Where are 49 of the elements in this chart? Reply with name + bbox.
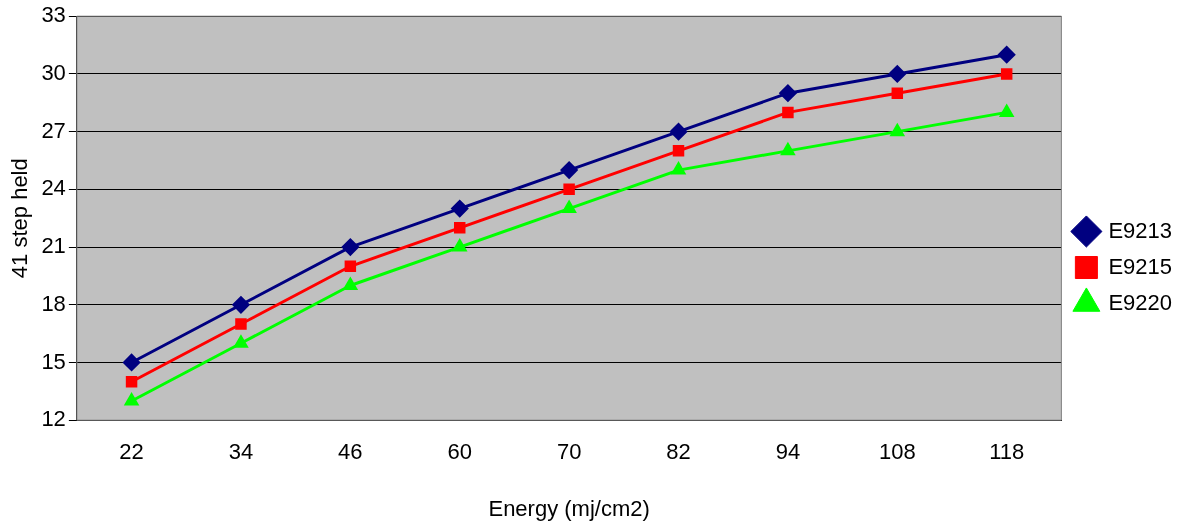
point <box>890 124 904 137</box>
point <box>782 106 794 119</box>
point <box>670 123 688 141</box>
point <box>344 260 357 273</box>
point <box>563 183 575 196</box>
point <box>781 143 795 156</box>
point <box>888 65 906 83</box>
x-tick-label: 34 <box>228 439 254 465</box>
point <box>451 200 469 218</box>
x-tick-label: 108 <box>878 439 916 465</box>
point <box>454 222 466 234</box>
x-tick-label: 94 <box>775 439 801 465</box>
point <box>671 162 686 175</box>
x-tick-label: 22 <box>119 439 144 465</box>
legend-label: E9213 <box>1108 217 1173 243</box>
point <box>891 87 904 99</box>
point <box>999 104 1014 117</box>
point <box>672 145 685 157</box>
x-axis-title: Energy (mj/cm2) <box>488 495 650 521</box>
y-tick-label: 27 <box>41 117 66 143</box>
x-tick-label: 60 <box>447 439 472 465</box>
x-tick-label: 70 <box>556 439 582 465</box>
point <box>232 296 250 314</box>
point <box>341 238 359 256</box>
point <box>343 278 358 291</box>
point <box>123 353 141 371</box>
point <box>560 161 578 179</box>
point <box>453 239 467 252</box>
point <box>562 201 576 214</box>
y-tick-label: 12 <box>41 406 66 432</box>
point <box>779 84 797 102</box>
y-tick-label: 33 <box>41 2 66 28</box>
point <box>125 375 138 388</box>
y-tick-label: 30 <box>41 59 66 85</box>
y-tick-label: 21 <box>41 233 66 259</box>
y-tick-label: 18 <box>41 290 66 316</box>
point <box>998 46 1016 64</box>
legend-label: E9215 <box>1108 253 1173 279</box>
point <box>234 335 248 348</box>
legend-label: E9220 <box>1108 289 1173 315</box>
x-tick-label: 46 <box>338 439 363 465</box>
point <box>124 393 139 406</box>
y-axis-title: 41 step held <box>7 158 33 279</box>
point <box>235 318 247 330</box>
point <box>1000 68 1013 80</box>
y-tick-label: 24 <box>41 175 66 201</box>
y-tick-label: 15 <box>41 348 66 374</box>
x-tick-label: 118 <box>989 439 1025 465</box>
x-tick-label: 82 <box>666 439 691 465</box>
